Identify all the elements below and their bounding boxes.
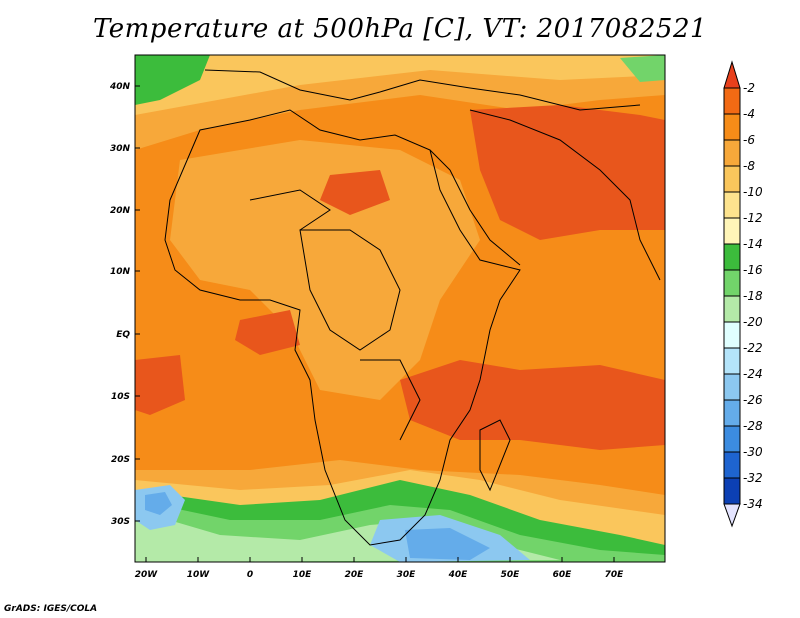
- lon-tick-label: 10W: [187, 570, 211, 580]
- lon-tick-label: 60E: [553, 570, 573, 580]
- lat-tick-label: 20N: [110, 206, 131, 216]
- lon-tick-label: 70E: [605, 570, 625, 580]
- longitude-axis: 20W 10W 0 10E 20E 30E 40E 50E 60E 70E: [135, 570, 624, 580]
- colorbar-label: -8: [743, 159, 755, 173]
- lon-tick-label: 50E: [501, 570, 521, 580]
- colorbar-cell: [723, 269, 741, 297]
- lat-tick-label: 30N: [110, 144, 131, 154]
- colorbar-label: -22: [743, 341, 763, 355]
- colorbar-cell: [723, 87, 741, 115]
- colorbar-cell: [723, 191, 741, 219]
- colorbar-label: -16: [743, 263, 763, 277]
- colorbar-cell: [723, 321, 741, 349]
- lon-tick-label: 0: [247, 570, 253, 580]
- colorbar-top-arrow: [723, 60, 741, 89]
- lat-tick-label: 30S: [111, 517, 130, 527]
- lon-tick-label: 20W: [135, 570, 159, 580]
- colorbar-cell: [723, 165, 741, 193]
- colorbar-label: -34: [743, 497, 763, 511]
- lon-tick-label: 30E: [397, 570, 417, 580]
- colorbar-cell: [723, 477, 741, 505]
- map-field: [135, 55, 665, 562]
- colorbar-label: -26: [743, 393, 763, 407]
- lon-tick-label: 40E: [448, 570, 469, 580]
- colorbar-label: -24: [743, 367, 763, 381]
- colorbar-label: -32: [743, 471, 763, 485]
- colorbar-label: -28: [743, 419, 763, 433]
- colorbar-label: -18: [743, 289, 763, 303]
- map-title: Temperature at 500hPa [C], VT: 201708252…: [92, 14, 708, 44]
- lat-tick-label: 10N: [110, 267, 131, 277]
- colorbar-cell: [723, 373, 741, 401]
- colorbar-cell: [723, 217, 741, 245]
- colorbar-cell: [723, 139, 741, 167]
- grads-credit: GrADS: IGES/COLA: [4, 604, 98, 614]
- latitude-axis: 40N 30N 20N 10N EQ 10S 20S 30S: [109, 82, 131, 527]
- lon-tick-label: 10E: [293, 570, 313, 580]
- colorbar-cell: [723, 295, 741, 323]
- lat-tick-label: EQ: [116, 330, 130, 340]
- coastlines: [164, 69, 661, 546]
- colorbar-cell: [723, 347, 741, 375]
- colorbar-label: -10: [743, 185, 763, 199]
- lat-tick-label: 20S: [111, 455, 130, 465]
- colorbar-cell: [723, 451, 741, 479]
- colorbar-cell: [723, 399, 741, 427]
- colorbar-label: -6: [743, 133, 755, 147]
- map-frame: [134, 54, 666, 563]
- lat-tick-label: 40N: [109, 82, 131, 92]
- colorbar-label: -12: [743, 211, 763, 225]
- colorbar-label: -20: [743, 315, 763, 329]
- colorbar-label: -4: [743, 107, 755, 121]
- colorbar-label: -14: [743, 237, 763, 251]
- colorbar-bottom-arrow: [723, 503, 741, 528]
- colorbar-label: -2: [743, 81, 755, 95]
- colorbar-cell: [723, 113, 741, 141]
- colorbar-label: -30: [743, 445, 763, 459]
- lon-tick-label: 20E: [345, 570, 365, 580]
- colorbar-cell: [723, 425, 741, 453]
- lat-tick-label: 10S: [111, 392, 130, 402]
- colorbar-cell: [723, 243, 741, 271]
